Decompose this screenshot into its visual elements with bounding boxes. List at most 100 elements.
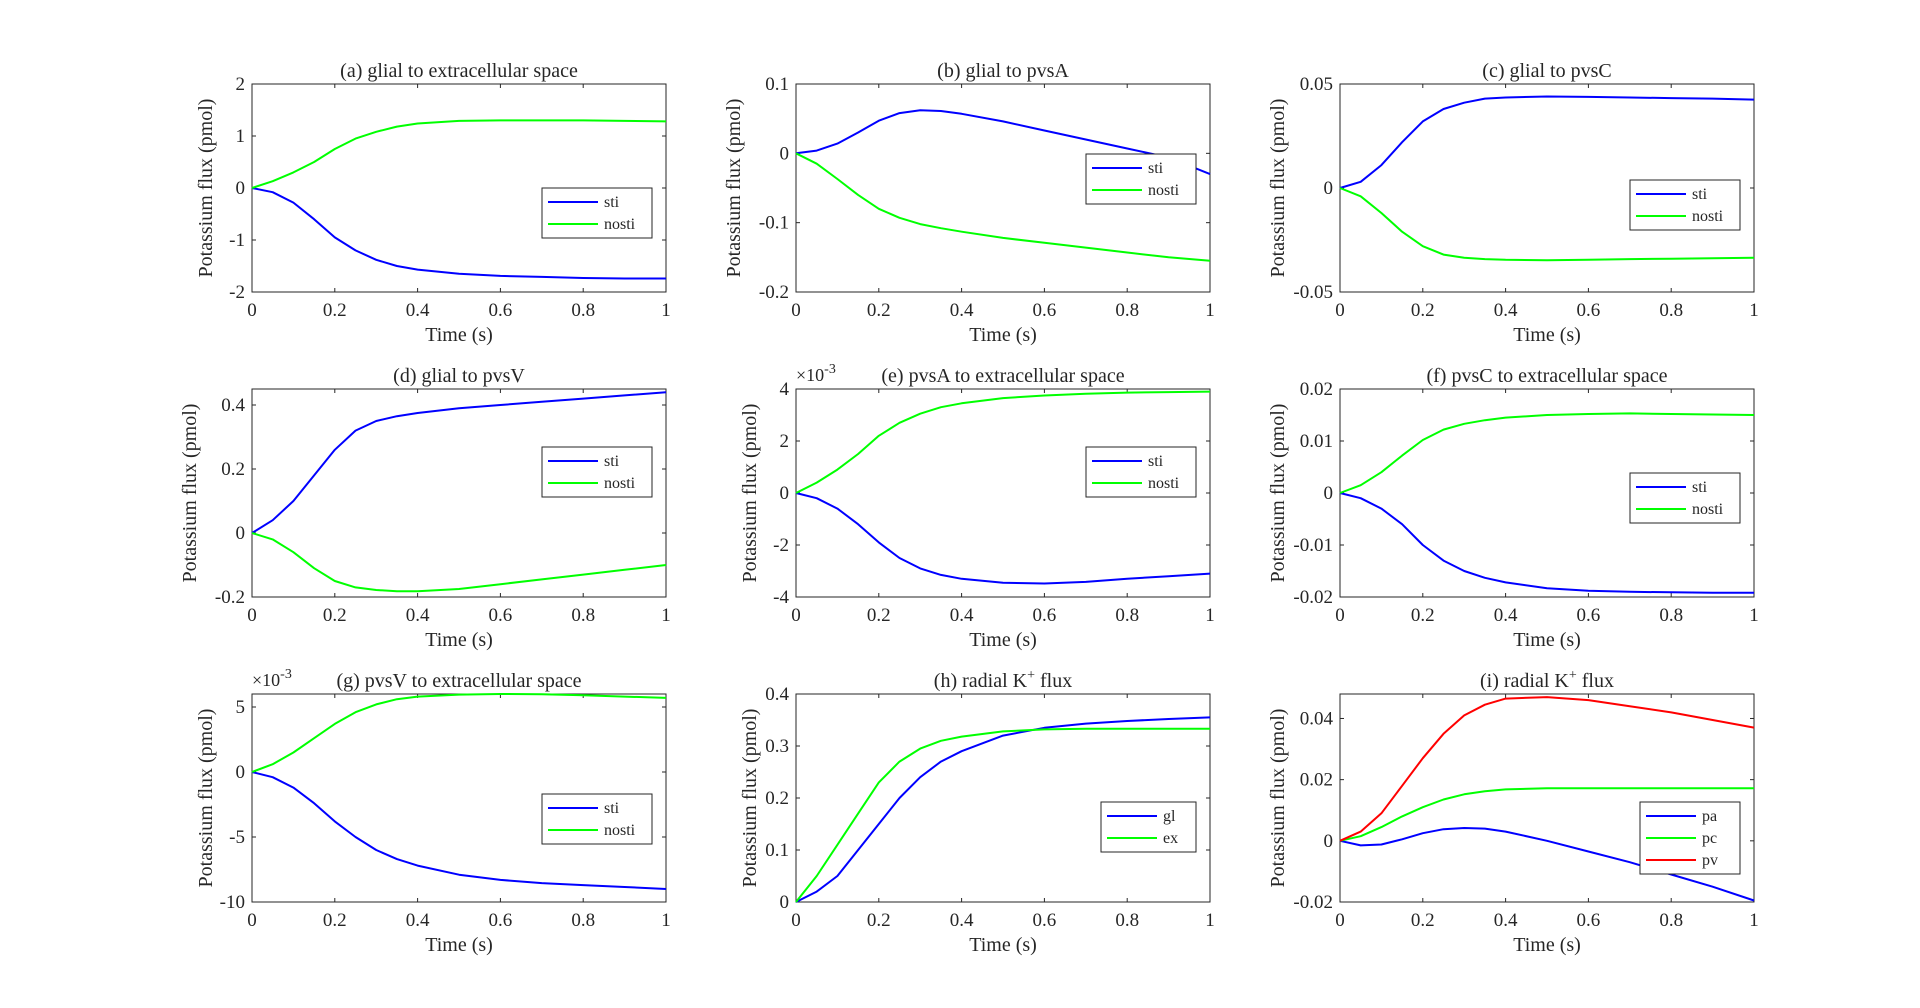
y-axis-label: Potassium flux (pmol) bbox=[1267, 404, 1289, 583]
chart-title: (b) glial to pvsA bbox=[937, 60, 1069, 82]
y-tick-label: -0.02 bbox=[1293, 587, 1333, 608]
y-tick-label: 0 bbox=[780, 483, 790, 504]
series-line-sti bbox=[251, 391, 667, 534]
legend-box bbox=[1629, 179, 1741, 231]
chart-title-sup: + bbox=[1027, 668, 1035, 683]
chart-title: (a) glial to extracellular space bbox=[340, 60, 578, 82]
chart-title: (i) radial K+ flux bbox=[1480, 668, 1614, 692]
legend-box bbox=[1100, 801, 1197, 853]
x-axis-label: Time (s) bbox=[425, 324, 493, 346]
series-line-sti bbox=[1339, 95, 1755, 189]
legend-label-ex: ex bbox=[1163, 830, 1178, 847]
x-tick-label: 1 bbox=[1749, 910, 1759, 931]
series-line-sti bbox=[251, 187, 666, 280]
y-tick-label: -0.02 bbox=[1293, 892, 1333, 913]
y-tick-label: 0.4 bbox=[765, 684, 789, 705]
x-tick-label: 0 bbox=[791, 910, 801, 931]
x-tick-label: 0.8 bbox=[1115, 910, 1139, 931]
x-tick-label: 0.4 bbox=[406, 300, 430, 321]
x-axis-label: Time (s) bbox=[1513, 324, 1581, 346]
series-line-ex bbox=[795, 727, 1210, 903]
y-tick-label: -2 bbox=[229, 282, 245, 303]
chart-title-text: (a) glial to extracellular space bbox=[340, 60, 578, 82]
y-tick-label: 0 bbox=[780, 143, 790, 164]
x-tick-label: 0.6 bbox=[1033, 605, 1057, 626]
y-tick-label: 5 bbox=[236, 697, 246, 718]
x-tick-label: 0.6 bbox=[489, 605, 513, 626]
x-tick-label: 0.2 bbox=[867, 910, 891, 931]
y-exponent-base: ×10 bbox=[252, 670, 280, 690]
x-tick-label: 0.6 bbox=[1577, 300, 1601, 321]
y-tick-label: 0.1 bbox=[765, 74, 789, 95]
x-tick-label: 0.4 bbox=[1494, 300, 1518, 321]
y-tick-label: -0.2 bbox=[215, 587, 245, 608]
x-tick-label: 0 bbox=[1335, 300, 1345, 321]
chart-title-text: (i) radial K bbox=[1480, 670, 1569, 692]
x-tick-label: 1 bbox=[1205, 605, 1215, 626]
y-tick-label: 0.02 bbox=[1300, 770, 1333, 791]
x-tick-label: 1 bbox=[1205, 300, 1215, 321]
chart-title-suffix: flux bbox=[1577, 670, 1614, 692]
x-tick-label: 0.2 bbox=[867, 605, 891, 626]
chart-title-text: (f) pvsC to extracellular space bbox=[1426, 365, 1667, 387]
y-exponent-power: -3 bbox=[824, 362, 836, 377]
x-tick-label: 0 bbox=[791, 300, 801, 321]
chart-title: (f) pvsC to extracellular space bbox=[1426, 365, 1667, 387]
chart-title-text: (d) glial to pvsV bbox=[393, 365, 525, 387]
y-exponent-power: -3 bbox=[280, 667, 292, 682]
series-line-nosti bbox=[795, 152, 1211, 262]
x-tick-label: 0.8 bbox=[1115, 605, 1139, 626]
x-axis-label: Time (s) bbox=[1513, 934, 1581, 956]
panel-e: 0 0.2 0.4 0.6 0.8 1 -4 -2 0 2 4 ×10-3 (e) pvsA to ex… bbox=[739, 362, 1215, 651]
x-tick-label: 1 bbox=[1749, 605, 1759, 626]
legend: gl ex bbox=[1100, 801, 1197, 853]
y-tick-label: -0.1 bbox=[759, 213, 789, 234]
y-tick-label: 0.2 bbox=[221, 459, 245, 480]
y-tick-label: 2 bbox=[236, 74, 246, 95]
y-tick-label: 0.04 bbox=[1300, 708, 1334, 729]
x-tick-label: 0 bbox=[247, 910, 257, 931]
x-tick-label: 0 bbox=[1335, 605, 1345, 626]
legend-box bbox=[541, 793, 653, 845]
series-line-sti bbox=[251, 771, 667, 890]
series-line-nosti bbox=[251, 693, 667, 773]
y-tick-label: 4 bbox=[780, 379, 790, 400]
chart-title: (c) glial to pvsC bbox=[1482, 60, 1611, 82]
panel-d: 0 0.2 0.4 0.6 0.8 1-0.200.20.4(d) glial to pv… bbox=[179, 365, 671, 651]
x-tick-label: 0.6 bbox=[489, 300, 513, 321]
x-tick-label: 0.6 bbox=[1577, 910, 1601, 931]
y-tick-label: 0.05 bbox=[1300, 74, 1333, 95]
series-line-nosti bbox=[251, 119, 667, 189]
legend-label-nosti: nosti bbox=[1148, 475, 1180, 492]
legend-label-nosti: nosti bbox=[1692, 501, 1724, 518]
y-tick-label: 0.01 bbox=[1300, 431, 1333, 452]
x-tick-label: 0.8 bbox=[571, 605, 595, 626]
x-tick-label: 0.8 bbox=[1659, 910, 1683, 931]
x-tick-label: 0.2 bbox=[867, 300, 891, 321]
chart-title: (d) glial to pvsV bbox=[393, 365, 525, 387]
axes-box bbox=[795, 693, 1211, 903]
x-tick-label: 0.2 bbox=[323, 300, 347, 321]
x-axis-label: Time (s) bbox=[1513, 629, 1581, 651]
y-axis-label: Potassium flux (pmol) bbox=[723, 99, 745, 278]
x-tick-label: 0.2 bbox=[1411, 605, 1435, 626]
series-line-sti bbox=[795, 492, 1211, 585]
x-tick-label: 0.8 bbox=[1659, 605, 1683, 626]
x-axis-label: Time (s) bbox=[425, 629, 493, 651]
y-tick-label: 0 bbox=[1324, 483, 1334, 504]
x-tick-label: 0.2 bbox=[1411, 300, 1435, 321]
legend-label-nosti: nosti bbox=[604, 822, 636, 839]
y-tick-label: -2 bbox=[773, 535, 789, 556]
panel-a: 0 0.2 0.4 0.6 0.8 1 -2 -1 0 1 2 (a) glial to extrac… bbox=[195, 60, 671, 346]
legend: pa pc pv bbox=[1639, 801, 1741, 875]
legend-box bbox=[1085, 153, 1197, 205]
y-exponent-base: ×10 bbox=[796, 365, 824, 385]
y-tick-label: 0 bbox=[236, 178, 246, 199]
legend-label-sti: sti bbox=[1692, 186, 1708, 203]
legend-label-sti: sti bbox=[1692, 479, 1708, 496]
y-axis-label: Potassium flux (pmol) bbox=[1267, 709, 1289, 888]
chart-title-text: (c) glial to pvsC bbox=[1482, 60, 1611, 82]
y-tick-label: 0.2 bbox=[765, 788, 789, 809]
series-line-pc bbox=[1339, 787, 1754, 842]
